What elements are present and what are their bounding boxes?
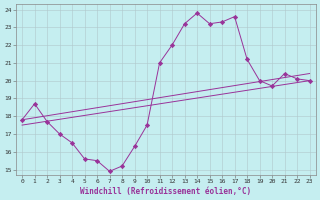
X-axis label: Windchill (Refroidissement éolien,°C): Windchill (Refroidissement éolien,°C) (80, 187, 252, 196)
